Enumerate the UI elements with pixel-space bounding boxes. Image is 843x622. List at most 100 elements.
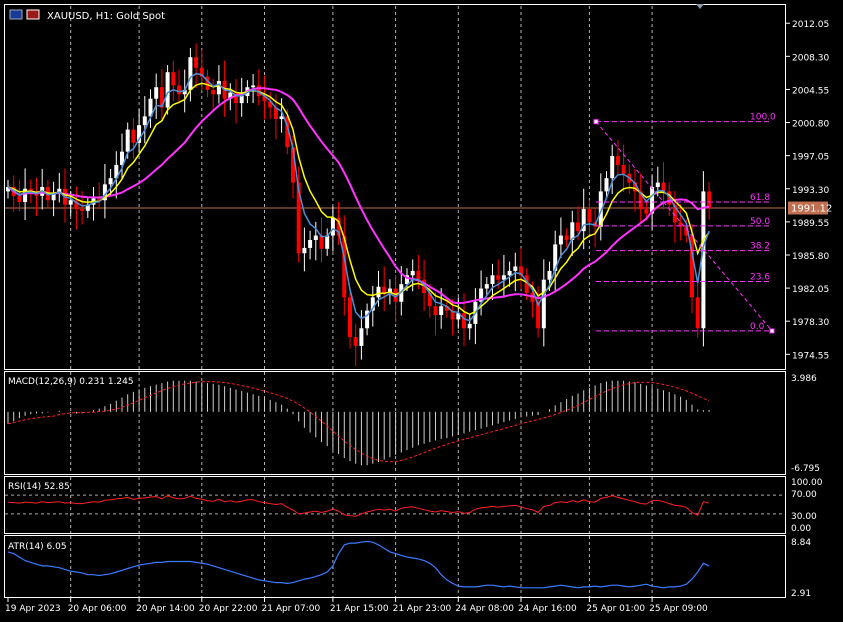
candle-body bbox=[695, 297, 700, 329]
candle-body bbox=[439, 306, 444, 316]
candle-body bbox=[205, 76, 210, 90]
rsi-polyline bbox=[7, 495, 710, 517]
candle-body bbox=[291, 147, 295, 183]
candle-body bbox=[661, 182, 666, 192]
fib-level-label: 38.2 bbox=[750, 242, 770, 252]
candle-body bbox=[598, 191, 603, 227]
candle-body bbox=[194, 57, 199, 68]
atr-max: 8.84 bbox=[791, 538, 811, 548]
candle-body bbox=[701, 191, 706, 329]
fibonacci-retracement: 100.0 61.8 50.0 38.2 23.6 0.0 bbox=[593, 113, 776, 334]
rsi-label: RSI(14) 52.85 bbox=[8, 482, 70, 492]
candle-body bbox=[142, 116, 147, 126]
candle-body bbox=[353, 337, 358, 346]
candle-body bbox=[644, 209, 649, 214]
candle-body bbox=[672, 204, 677, 223]
ma-slow-line bbox=[7, 87, 710, 305]
price-label: 1974.55 bbox=[792, 351, 829, 361]
candle-body bbox=[159, 87, 164, 108]
candle-body bbox=[479, 288, 484, 302]
ma-fast-line bbox=[7, 72, 710, 322]
candle-body bbox=[17, 195, 22, 203]
candle-body bbox=[416, 270, 421, 280]
candle-body bbox=[188, 57, 193, 90]
candle-body bbox=[148, 98, 153, 117]
price-label: 1985.80 bbox=[792, 252, 829, 262]
candle-body bbox=[684, 226, 689, 236]
candle-body bbox=[239, 96, 244, 104]
candle-body bbox=[348, 297, 352, 338]
candle-body bbox=[536, 301, 541, 329]
candle-body bbox=[633, 182, 637, 192]
candle-body bbox=[387, 288, 392, 293]
candle-body bbox=[211, 89, 216, 95]
candle-body bbox=[450, 310, 455, 320]
candle-body bbox=[399, 284, 404, 302]
candle-body bbox=[120, 151, 124, 165]
candle-body bbox=[74, 200, 79, 210]
candle-body bbox=[102, 184, 107, 201]
candle-body bbox=[279, 116, 284, 120]
candle-body bbox=[57, 188, 62, 194]
price-axis: 2012.05 2008.30 2004.55 2000.80 1997.05 1993.… bbox=[786, 20, 829, 361]
price-label: 2000.80 bbox=[792, 120, 829, 130]
candle-body bbox=[496, 275, 501, 280]
candle-body bbox=[405, 275, 409, 285]
candle-body bbox=[547, 270, 552, 280]
macd-min: -6.795 bbox=[791, 464, 820, 474]
fib-anchor bbox=[769, 328, 775, 334]
rsi-tick-70: 70.00 bbox=[791, 490, 817, 500]
candle-body bbox=[410, 270, 415, 276]
candle-body bbox=[541, 279, 546, 329]
main-pane-border bbox=[4, 4, 786, 370]
candle-body bbox=[296, 182, 301, 254]
candle-body bbox=[23, 188, 28, 203]
candle-body bbox=[256, 85, 261, 97]
rsi-tick-30: 30.00 bbox=[791, 512, 817, 522]
candle-body bbox=[154, 87, 159, 99]
candle-body bbox=[251, 85, 256, 88]
candle-body bbox=[262, 96, 267, 102]
fib-level-label: 23.6 bbox=[750, 272, 770, 282]
candle-body bbox=[108, 178, 113, 185]
candle-body bbox=[182, 89, 187, 95]
candle-body bbox=[137, 125, 142, 143]
indicator-icon[interactable] bbox=[26, 9, 40, 20]
candle-body bbox=[365, 310, 370, 329]
candle-body bbox=[342, 235, 347, 298]
candle-body bbox=[273, 107, 278, 120]
macd-max: 3.986 bbox=[791, 374, 817, 384]
candle-body bbox=[114, 164, 119, 179]
time-label: 24 Apr 08:00 bbox=[455, 604, 514, 614]
chart-type-icon[interactable] bbox=[9, 9, 23, 20]
rsi-line bbox=[5, 494, 785, 517]
rsi-pane-border bbox=[4, 476, 786, 534]
candle-body bbox=[85, 204, 90, 211]
candle-body bbox=[97, 198, 102, 201]
fib-level-label: 100.0 bbox=[750, 113, 776, 123]
candle-body bbox=[216, 81, 221, 95]
candle-body bbox=[308, 239, 313, 248]
shift-marker-icon[interactable] bbox=[696, 4, 704, 9]
candle-body bbox=[325, 235, 330, 249]
svg-text:1991.12: 1991.12 bbox=[791, 204, 832, 215]
macd-label: MACD(12,26,9) 0.231 1.245 bbox=[8, 377, 134, 387]
rsi-tick-0: 0.00 bbox=[791, 524, 811, 534]
candle-body bbox=[650, 187, 655, 214]
candle-body bbox=[51, 193, 56, 201]
time-label: 24 Apr 16:00 bbox=[518, 604, 577, 614]
time-label: 20 Apr 22:00 bbox=[199, 604, 258, 614]
candle-body bbox=[336, 217, 341, 236]
symbol-header: XAUUSD, H1: Gold Spot bbox=[9, 9, 165, 22]
candle-body bbox=[678, 222, 683, 227]
moving-averages bbox=[7, 72, 710, 322]
candle-body bbox=[171, 72, 176, 86]
atr-min: 2.91 bbox=[791, 589, 811, 599]
candle-body bbox=[177, 85, 181, 95]
candle-body bbox=[587, 209, 592, 223]
current-price-tag: 1991.12 bbox=[788, 201, 832, 215]
candle-body bbox=[427, 292, 432, 307]
candle-body bbox=[6, 187, 10, 192]
candle-body bbox=[610, 156, 615, 179]
